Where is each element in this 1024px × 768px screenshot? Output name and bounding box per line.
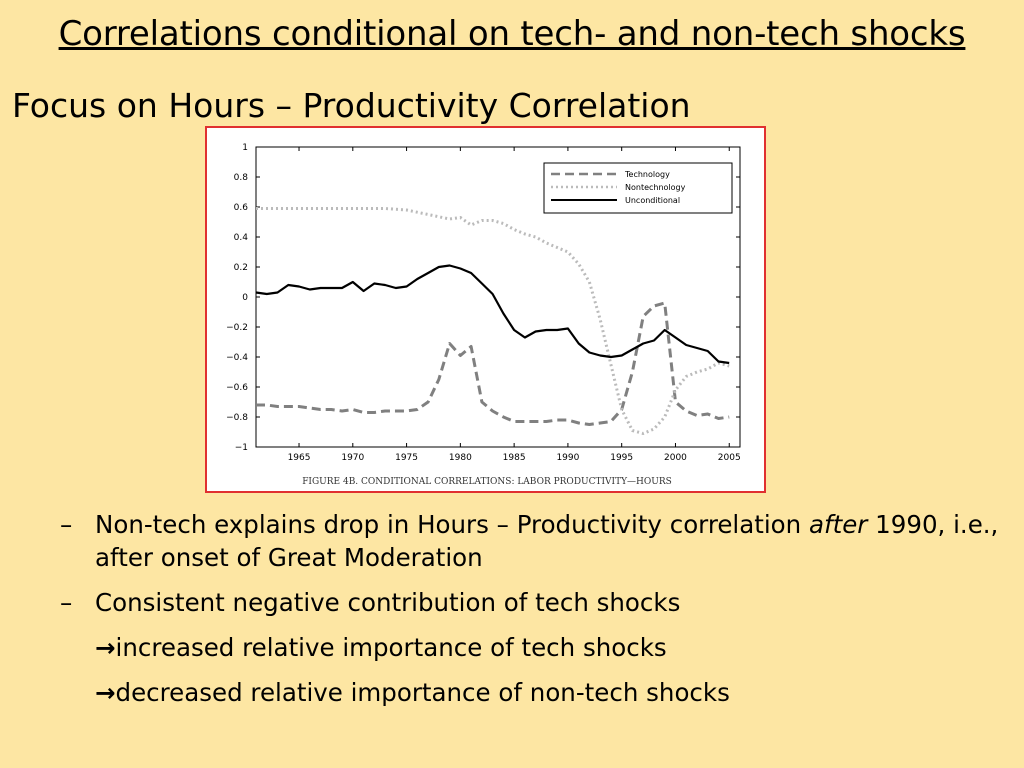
legend-label: Technology <box>624 170 670 179</box>
slide-title: Correlations conditional on tech- and no… <box>58 14 966 54</box>
bullet-text: Consistent negative contribution of tech… <box>95 588 681 617</box>
y-tick-label: 0.6 <box>234 203 249 213</box>
x-tick-label: 1965 <box>288 453 311 463</box>
bullet-text-continued: 1990, i.e., after onset of Great Moderat… <box>95 510 999 572</box>
series-line-unconditional <box>255 264 730 365</box>
x-tick-label: 1990 <box>556 453 579 463</box>
right-arrow-icon: → <box>95 633 116 662</box>
figure-frame: 1965 1970 1975 1980 1985 1990 1995 2000 2005 1 0.8… <box>205 126 766 493</box>
series-line-nontechnology <box>256 207 730 435</box>
y-tick-label: 0.8 <box>234 173 249 183</box>
series-line-technology <box>256 301 730 426</box>
legend-label: Nontechnology <box>625 183 686 192</box>
bullet-item: – Non-tech explains drop in Hours – Prod… <box>60 508 1000 574</box>
slide-subtitle: Focus on Hours – Productivity Correlatio… <box>12 86 691 125</box>
y-tick-label: 0.4 <box>234 233 249 243</box>
y-tick-label: −0.8 <box>226 413 248 423</box>
y-tick-label: 0.2 <box>234 263 248 273</box>
x-tick-label: 1995 <box>610 453 633 463</box>
bullet-list: – Non-tech explains drop in Hours – Prod… <box>60 508 1000 721</box>
x-tick-label: 1975 <box>395 453 418 463</box>
x-tick-label: 1985 <box>503 453 526 463</box>
bullet-dash: – <box>60 510 73 539</box>
correlation-chart: 1965 1970 1975 1980 1985 1990 1995 2000 2005 1 0.8… <box>226 143 741 487</box>
bullet-item: – Consistent negative contribution of te… <box>60 586 1000 619</box>
arrow-text: decreased relative importance of non-tec… <box>115 678 730 707</box>
x-tick-label: 2005 <box>718 453 741 463</box>
x-tick-label: 1980 <box>449 453 472 463</box>
arrow-text: increased relative importance of tech sh… <box>115 633 667 662</box>
legend-box <box>543 162 733 214</box>
figure-caption: FIGURE 4B. CONDITIONAL CORRELATIONS: LAB… <box>302 477 672 487</box>
y-tick-label: −0.6 <box>226 383 248 393</box>
y-tick-label: 1 <box>242 143 248 153</box>
x-tick-label: 1970 <box>341 453 364 463</box>
y-tick-label: −0.4 <box>226 353 248 363</box>
x-tick-label: 2000 <box>664 453 687 463</box>
bullet-emphasis: after <box>808 510 868 539</box>
right-arrow-icon: → <box>95 678 116 707</box>
legend: Technology Nontechnology Unconditional <box>543 162 733 214</box>
arrow-item: →increased relative importance of tech s… <box>60 631 1000 664</box>
bullet-text: Non-tech explains drop in Hours – Produc… <box>95 510 809 539</box>
arrow-item: →decreased relative importance of non-te… <box>60 676 1000 709</box>
bullet-dash: – <box>60 588 73 617</box>
y-tick-label: −0.2 <box>226 323 248 333</box>
y-tick-label: 0 <box>242 293 248 303</box>
y-tick-label: −1 <box>235 443 248 453</box>
legend-label: Unconditional <box>625 196 680 205</box>
